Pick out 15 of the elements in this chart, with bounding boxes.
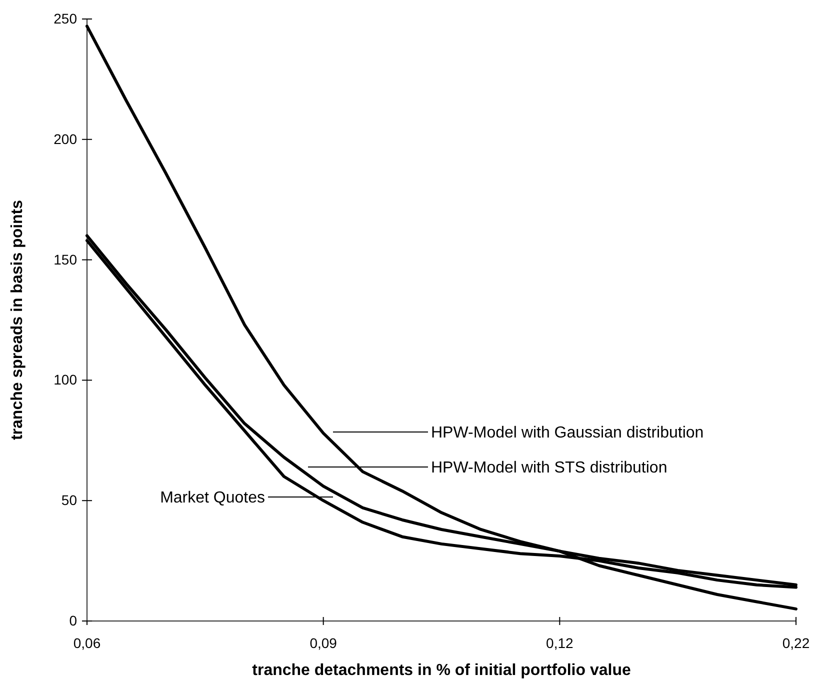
x-tick-label: 0,09 (310, 635, 338, 652)
y-tick-label: 0 (69, 612, 78, 628)
y-tick-label: 150 (54, 251, 78, 268)
annotation: HPW-Model with STS distribution (431, 460, 668, 477)
x-tick-label: 0,12 (546, 635, 574, 652)
annotation: HPW-Model with Gaussian distribution (431, 424, 704, 442)
x-axis-title: tranche detachments in % of initial portfolio value (252, 662, 631, 679)
annotation: Market Quotes (160, 490, 265, 507)
x-tick-label: 0,22 (782, 635, 810, 652)
y-tick-label: 250 (54, 10, 78, 26)
x-tick-label: 0,06 (73, 635, 101, 652)
y-tick-label: 200 (54, 130, 78, 147)
y-tick-label: 50 (61, 492, 78, 508)
y-tick-label: 100 (54, 372, 78, 388)
y-axis-title: tranche spreads in basis points (9, 200, 26, 440)
